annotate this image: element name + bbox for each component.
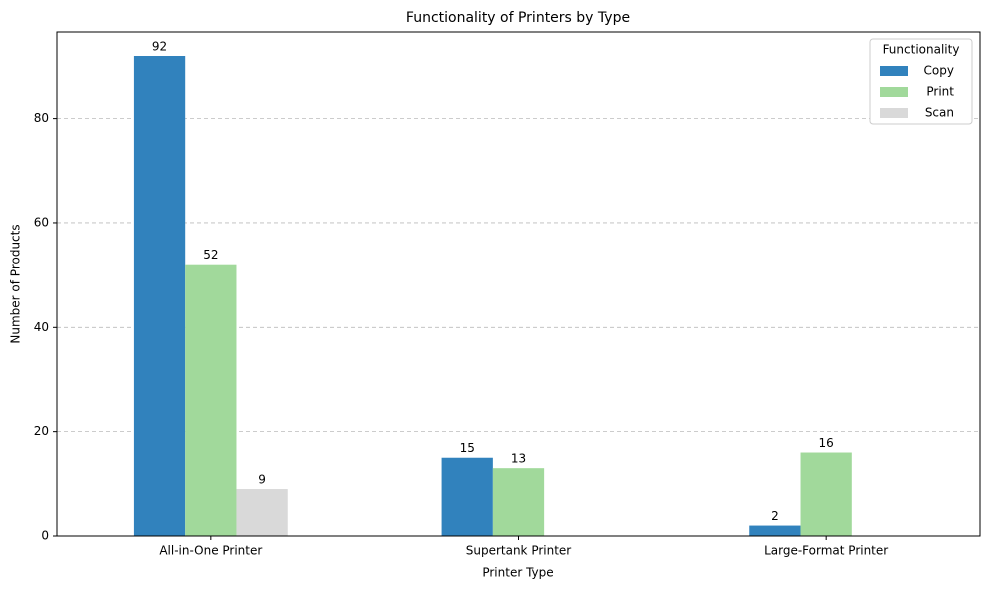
legend-swatch <box>880 108 908 118</box>
chart-title: Functionality of Printers by Type <box>406 10 630 26</box>
plot-frame <box>56 31 981 537</box>
y-tick-label: 80 <box>34 111 49 125</box>
legend-swatch <box>880 66 908 76</box>
y-tick-label: 40 <box>34 320 49 334</box>
value-label: 92 <box>152 40 167 54</box>
value-label: 9 <box>258 473 266 487</box>
value-label: 13 <box>511 452 526 466</box>
bar <box>749 525 801 536</box>
x-tick-label: Large-Format Printer <box>764 544 888 558</box>
legend: Functionality Copy Print Scan <box>869 38 973 125</box>
legend-box <box>869 38 973 125</box>
bar <box>492 468 545 536</box>
bar <box>800 452 852 536</box>
legend-label: Scan <box>925 106 954 120</box>
x-axis-label: Printer Type <box>482 566 553 580</box>
value-label: 52 <box>203 248 218 262</box>
x-tick-label: All-in-One Printer <box>159 544 262 558</box>
y-tick-label: 20 <box>34 424 49 438</box>
legend-title: Functionality <box>883 43 960 57</box>
bar <box>236 489 288 536</box>
legend-label: Copy <box>924 64 954 78</box>
bar <box>133 56 186 536</box>
bar <box>185 264 237 536</box>
legend-label: Print <box>926 85 954 99</box>
y-tick-label: 60 <box>34 215 49 229</box>
legend-swatch <box>880 87 908 97</box>
y-axis-label: Number of Products <box>9 224 23 343</box>
y-tick-label: 0 <box>41 529 49 543</box>
x-tick-label: Supertank Printer <box>466 544 572 558</box>
value-label: 15 <box>460 441 475 455</box>
value-label: 2 <box>771 509 779 523</box>
value-label: 16 <box>819 436 834 450</box>
bar <box>441 457 493 536</box>
